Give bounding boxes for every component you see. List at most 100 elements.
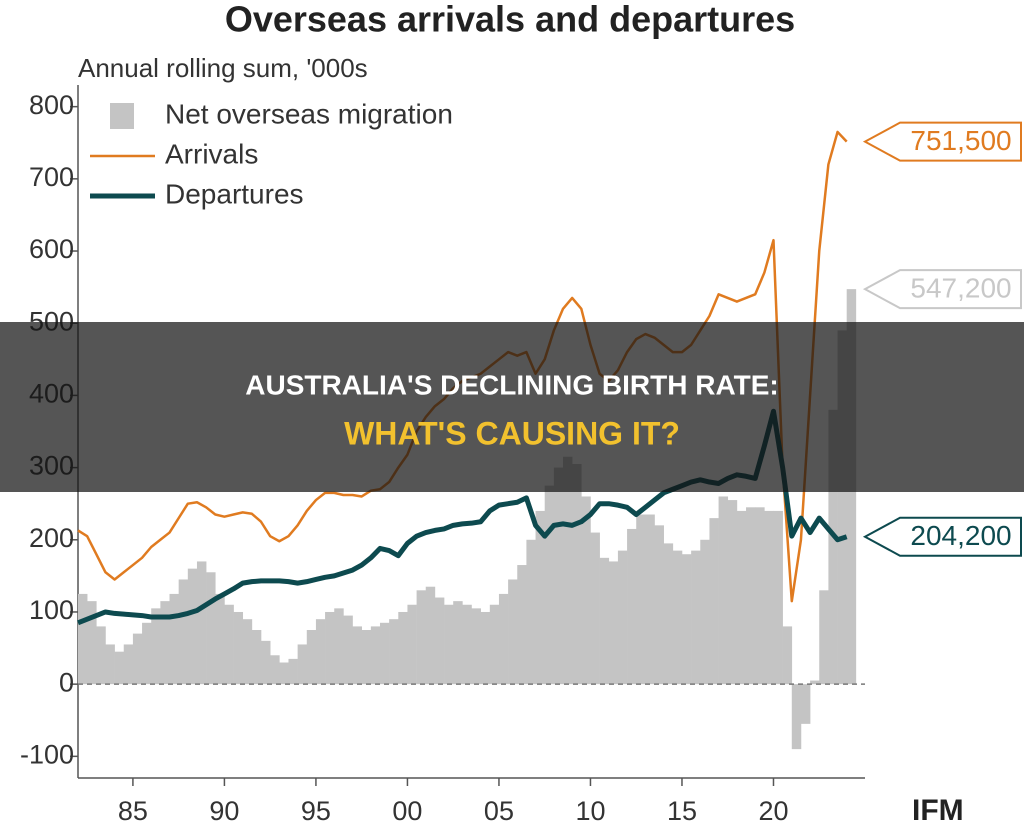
bar [810,680,820,685]
x-tick-label: 95 [301,796,331,826]
bar [407,604,417,685]
bar [306,630,317,685]
bar [791,684,802,750]
overlay-subheadline: WHAT'S CAUSING IT? [344,415,680,451]
bar [544,485,555,685]
bar [462,604,472,685]
bar [773,510,783,685]
bar [352,626,362,685]
bar [736,510,747,685]
bar [270,655,280,685]
bar [215,593,225,685]
callout-box [862,269,1022,310]
bar [160,601,170,685]
chart-title: Overseas arrivals and departures [225,0,795,40]
bar [178,579,189,685]
bar [672,550,683,685]
x-tick-label: 00 [392,796,422,826]
legend-label: Arrivals [165,138,258,169]
bar [206,572,216,685]
y-tick-label: 600 [29,234,74,264]
y-tick-label: -100 [20,739,74,769]
overlay-headline: AUSTRALIA'S DECLINING BIRTH RATE: [245,369,778,400]
x-tick-label: 90 [209,796,239,826]
y-tick-label: 700 [29,162,74,192]
bar [764,510,774,685]
bar [755,507,765,685]
bar [398,611,408,685]
callout-box [862,516,1022,557]
bar [142,622,152,685]
bar [691,550,701,685]
bar [251,630,262,685]
bar [105,644,115,685]
overlay-banner [0,322,1024,492]
bar [636,514,646,685]
bar [508,579,518,685]
x-tick-label: 20 [758,796,788,826]
bar [700,539,710,685]
bar [517,565,527,685]
bar [370,626,381,685]
bar [608,561,619,685]
x-tick-label: 10 [575,796,605,826]
bar [361,630,372,685]
bar [498,593,509,685]
bar [315,619,326,685]
bar [132,633,143,685]
bar [480,611,491,685]
bar [242,619,253,685]
bar [123,644,134,685]
y-tick-label: 200 [29,523,74,553]
bar [434,597,445,685]
callout-label: 547,200 [910,273,1011,304]
bar [535,510,546,685]
bar [297,644,308,685]
legend-swatch [110,103,134,129]
bar [654,525,664,685]
y-tick-label: 0 [59,667,74,697]
bar [325,611,335,685]
y-tick-label: 100 [29,595,74,625]
bar [453,601,463,685]
bar [590,532,600,685]
bar [233,611,244,685]
bar [389,619,399,685]
bar [471,608,481,685]
bar [224,604,234,685]
bar [416,590,427,685]
bar [819,590,829,685]
bar [563,456,573,685]
callout-box [862,121,1022,162]
bar [828,409,838,685]
bar [837,330,847,685]
callout-label: 751,500 [910,125,1011,156]
bar [114,651,125,685]
bar [627,528,637,685]
bar [709,518,719,685]
bar [572,463,582,685]
logo: IFM [912,794,964,827]
bar [288,658,298,685]
bar [718,496,729,685]
bar [334,608,344,685]
bar [746,507,756,685]
bar [553,467,564,685]
bar [169,593,179,685]
bar [727,500,738,685]
bar [444,604,454,685]
bar [343,615,353,685]
bar [425,586,436,685]
callout-label: 204,200 [910,520,1011,551]
x-tick-label: 05 [484,796,514,826]
bar [617,550,628,685]
bar [151,608,161,685]
bar [196,561,207,685]
bar [187,568,198,685]
bar [379,622,390,685]
bar [645,514,655,685]
bar [87,601,97,685]
bar [663,543,674,685]
bar [526,539,536,685]
